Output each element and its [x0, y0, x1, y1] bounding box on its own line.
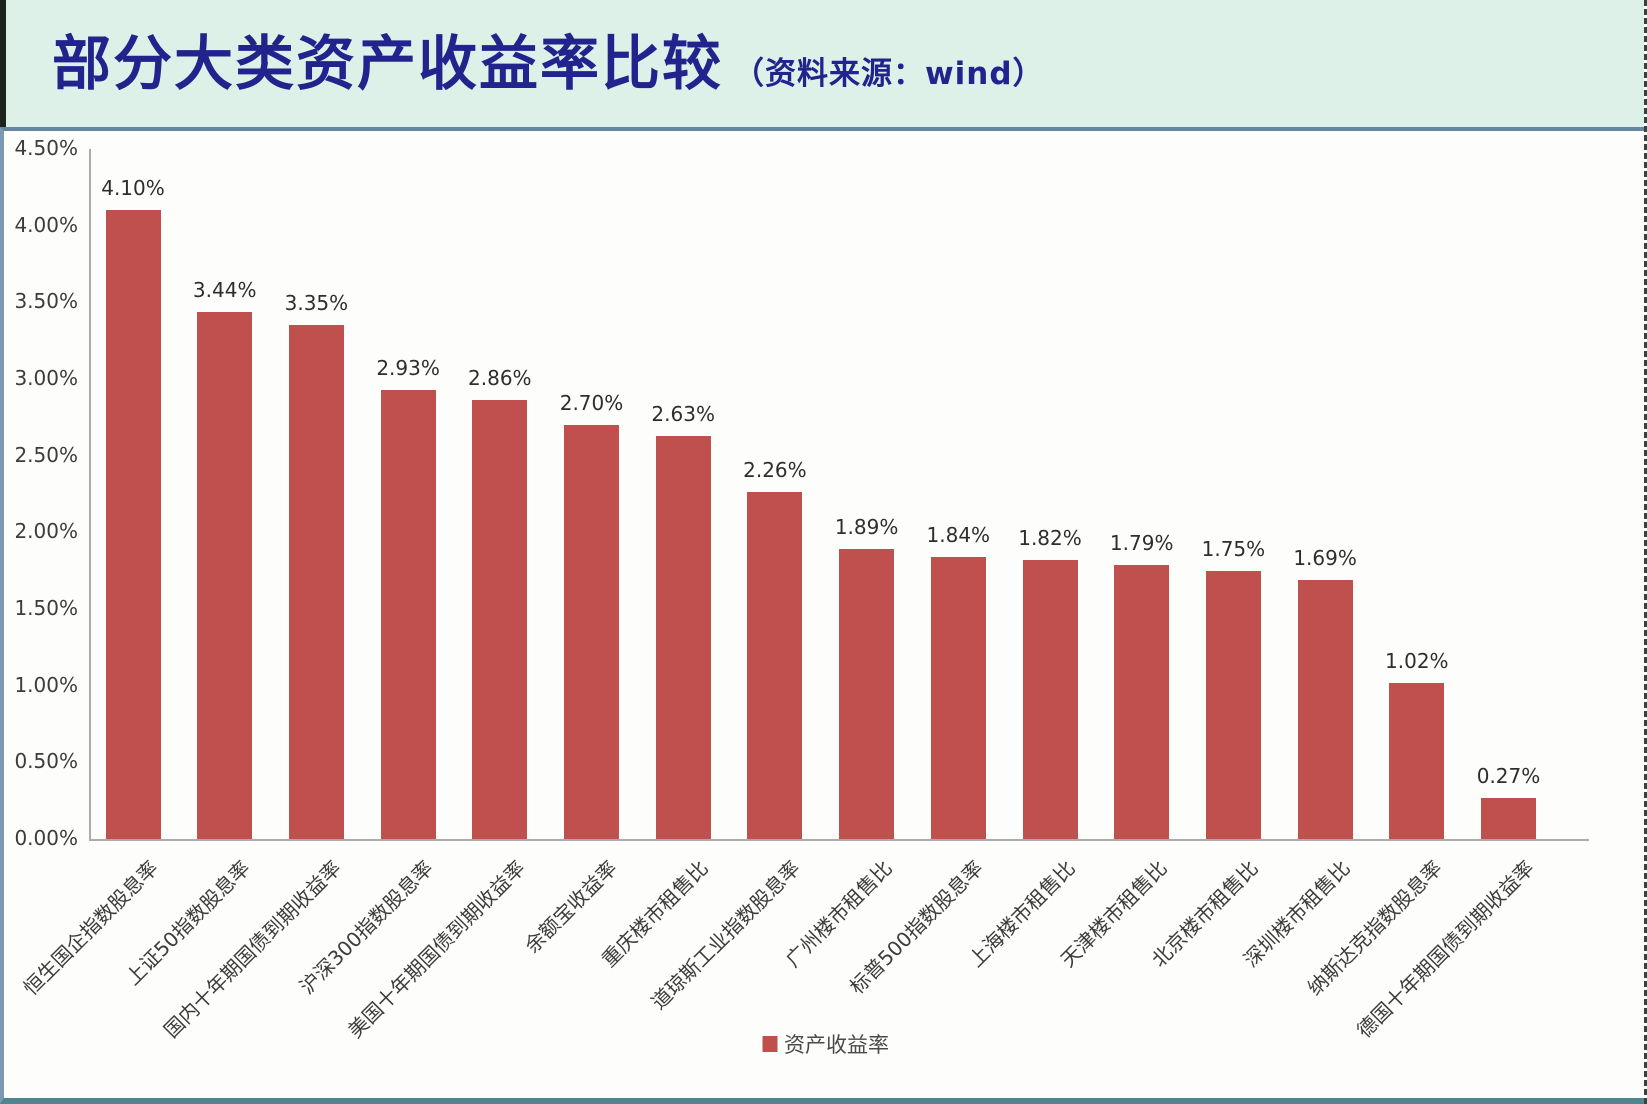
bar-value-label: 2.26%	[743, 458, 807, 483]
y-tick-label: 3.50%	[14, 289, 78, 314]
y-tick-label: 3.00%	[14, 366, 78, 390]
bar-value-label: 4.10%	[101, 176, 165, 201]
bar-value-label: 2.86%	[468, 366, 532, 391]
y-tick-label: 2.50%	[14, 442, 78, 467]
bar-value-label: 1.69%	[1293, 545, 1357, 570]
bar	[1022, 559, 1078, 839]
bar	[747, 492, 803, 839]
bar	[1389, 682, 1445, 839]
bar-value-label: 3.44%	[192, 277, 257, 302]
bar-value-label: 2.93%	[376, 355, 440, 380]
bar	[1481, 797, 1536, 839]
bar	[1114, 564, 1170, 839]
bar-value-label: 2.63%	[651, 401, 715, 426]
y-tick-label: 2.00%	[14, 519, 78, 544]
bar	[380, 389, 436, 839]
legend-label: 资产收益率	[784, 1033, 889, 1057]
page-title: 部分大类资产收益率比较 （资料来源：wind）	[52, 34, 1045, 93]
left-edge-strip	[0, 0, 6, 127]
bar-value-label: 3.35%	[284, 291, 349, 316]
bar	[655, 435, 711, 839]
bar	[197, 311, 253, 839]
bar-value-label: 1.75%	[1201, 536, 1266, 561]
bar	[564, 425, 619, 839]
bar	[288, 325, 344, 839]
bar-value-label: 2.70%	[559, 391, 624, 415]
y-tick-label: 1.50%	[14, 596, 78, 620]
legend: 资产收益率	[762, 1029, 889, 1059]
bar-value-label: 0.27%	[1476, 763, 1541, 788]
y-axis-line	[89, 149, 91, 839]
y-tick-label: 1.00%	[14, 672, 78, 697]
bar-value-label: 1.89%	[834, 515, 899, 540]
page-title-text: 部分大类资产收益率比较	[52, 29, 724, 98]
y-tick-label: 0.50%	[14, 749, 78, 774]
bar-value-label: 1.84%	[926, 522, 991, 547]
bar-value-label: 1.82%	[1018, 525, 1082, 550]
bar-value-label: 1.79%	[1109, 530, 1174, 555]
x-axis-line	[89, 839, 1589, 841]
bar	[930, 556, 986, 839]
y-tick-label: 4.50%	[14, 136, 78, 160]
bar-value-label: 1.02%	[1385, 648, 1449, 673]
legend-swatch	[762, 1036, 777, 1052]
bar	[1297, 579, 1353, 839]
y-tick-label: 0.00%	[14, 826, 78, 850]
plot-area: 0.00% 0.50% 1.00% 1.50% 2.00% 2.50% 3.00% 3.50%…	[4, 131, 1644, 1098]
bar	[472, 400, 528, 839]
bar	[839, 549, 895, 839]
chart-panel: 0.00% 0.50% 1.00% 1.50% 2.00% 2.50% 3.00% 3.50%…	[0, 127, 1644, 1104]
title-bar: 部分大类资产收益率比较 （资料来源：wind）	[0, 0, 1644, 127]
bar	[105, 210, 161, 839]
y-tick-label: 4.00%	[14, 212, 78, 237]
bar	[1205, 570, 1261, 839]
source-note: （资料来源：wind）	[733, 56, 1045, 92]
